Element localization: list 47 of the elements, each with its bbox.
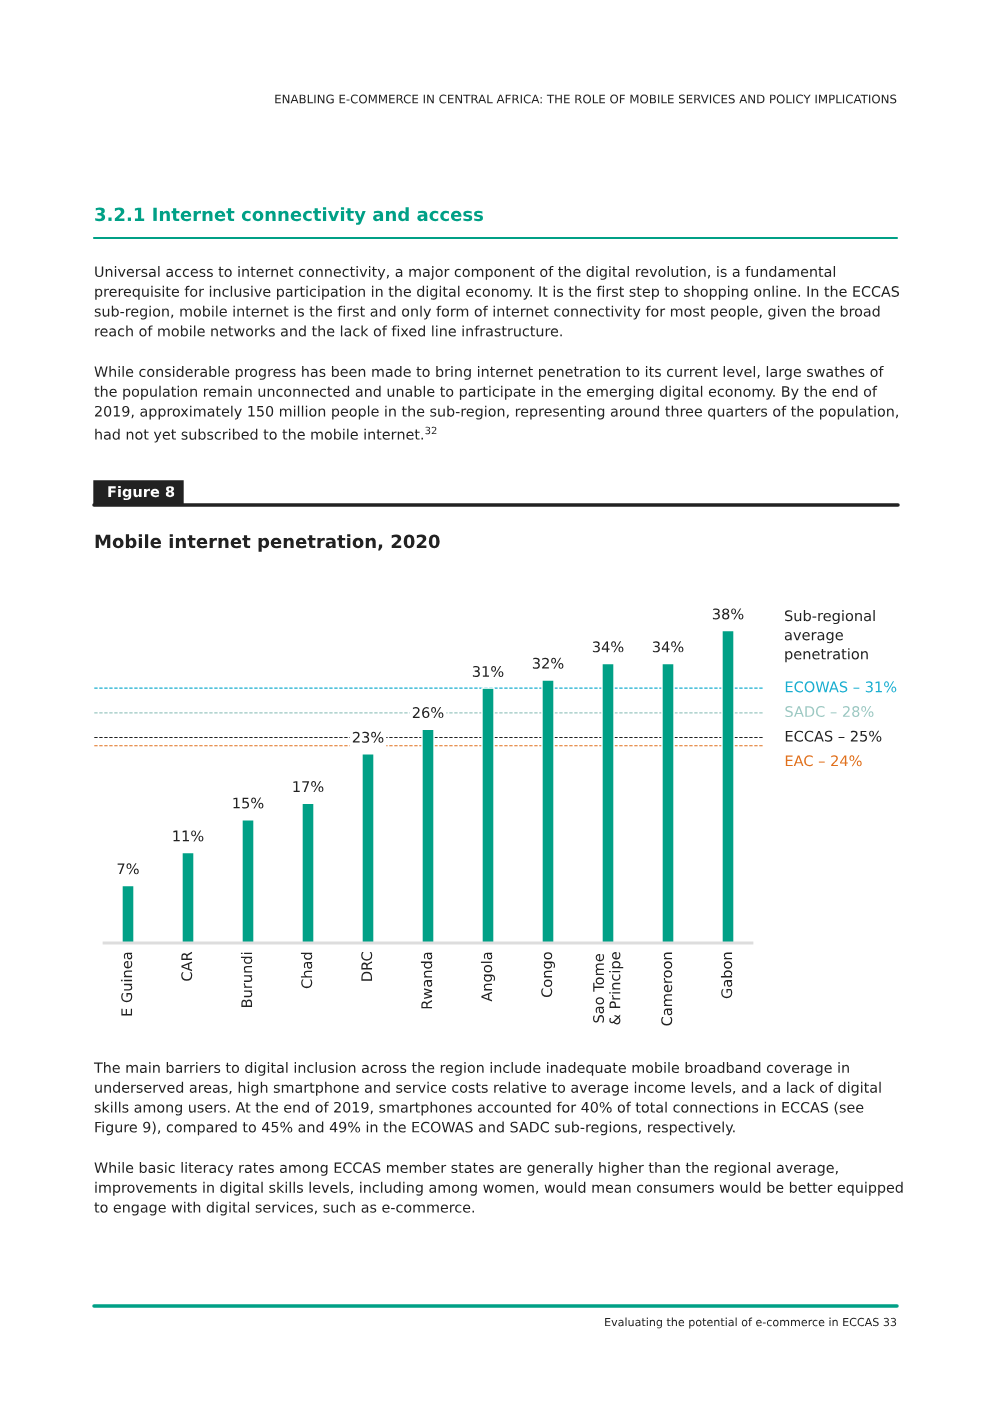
data-label: 17% [293,781,324,793]
caption: Figure 8 [108,485,175,501]
x-tick-label: Cameroon [661,952,673,1026]
bar [481,687,495,943]
bar [301,802,315,943]
ref-line-label: SADC – 28% [785,706,874,718]
data-label: 7% [117,863,139,875]
data-label: 31% [472,665,504,677]
x-tick-label: Sao Tome & Principe [593,952,624,1025]
x-tick-label: Burundi [240,952,253,1007]
chart-title: Mobile internet penetration, 2020 [95,534,440,552]
data-label: 26% [412,707,444,719]
bar [541,679,555,943]
data-label: 34% [592,641,624,653]
bar [661,662,675,943]
text: ENABLING E-COMMERCE IN CENTRAL AFRICA: THE ROLE OF MOBILE SERVICES AND POLICY IMPLICATIONS [275,94,897,104]
x-tick-label: Angola [480,952,496,1002]
bar [121,884,135,943]
bar [601,662,615,943]
x-tick-label: Congo [541,952,556,998]
x-tick-label: E Guinea [120,952,133,1016]
data-label: 15% [233,797,264,809]
ref-line-label: EAC – 24% [785,755,862,767]
data-label: 34% [652,641,684,653]
text: Evaluating the potential of e-commerce in ECCAS 33 [605,1317,897,1329]
bar [361,753,375,943]
x-tick-label: Rwanda [420,952,433,1009]
legend-title: Sub-regional average penetration [784,610,875,663]
ref-line-label: ECCAS – 25% [785,730,882,742]
bar [181,851,195,943]
x-tick-label: Chad [300,952,313,989]
text: While considerable progress has been made to bring internet penetration to its current level, large swathes of the population remain unconnected and unable to participate in the emerging digital economy. By the end of 2019, approximately 150 million people in the sub-region, representing around three quarters of the population, had not yet subscribed to the mobile internet.$^{32}$ [94,366,898,443]
x-tick-label: DRC [361,952,373,981]
x-tick-label: CAR [181,951,193,981]
text: Universal access to internet connectivity, a major component of the digital revolution, is a fundamental prerequisite for inclusive participation in the digital economy. It is the first step to shopping online. In the ECCAS sub-region, mobile internet is the first and only form of internet connectivity for most people, given the broad reach of mobile networks and the lack of fixed line infrastructure. [94,266,900,337]
text: While basic literacy rates among ECCAS member states are generally higher than the regional average, improvements in digital skills levels, including among women, would mean consumers would be better equipped to engage with digital services, such as e-commerce. [94,1162,903,1216]
data-label: 23% [352,731,384,743]
x-tick-label: Gabon [720,952,733,999]
bar [721,629,735,943]
bar [421,728,435,943]
text: The main barriers to digital inclusion across the region include inadequate mobile broadband coverage in underserved areas, high smartphone and service costs relative to average income levels, and a lack of digital skills among users. At the end of 2019, smartphones accounted for 40% of total connections in ECCAS (see Figure 9), compared to 45% and 49% in the ECOWAS and SADC sub-regions, respectively. [93,1062,881,1136]
bar [241,818,255,943]
data-label: 32% [532,657,564,669]
data-label: 11% [173,830,204,842]
text: 3.2.1 Internet connectivity and access [95,207,484,225]
data-label: 38% [712,608,744,620]
ref-line-label: ECOWAS – 31% [785,681,897,693]
